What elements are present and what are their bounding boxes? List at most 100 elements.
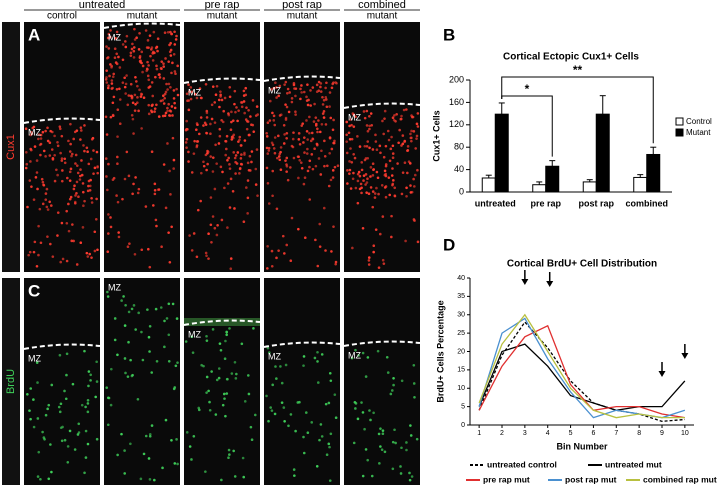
- cell: [195, 140, 199, 143]
- cell: [365, 109, 369, 113]
- cell: [35, 159, 39, 162]
- cell: [223, 186, 226, 190]
- cell: [148, 433, 152, 436]
- cell: [225, 333, 228, 337]
- cell: [167, 333, 171, 337]
- cell: [368, 146, 371, 150]
- cell: [148, 85, 152, 88]
- cell: [220, 118, 223, 122]
- cell: [55, 168, 58, 172]
- cell: [147, 103, 151, 107]
- cell: [409, 424, 412, 427]
- cell: [27, 253, 30, 257]
- x-axis-label: Bin Number: [556, 441, 608, 451]
- cell: [125, 34, 129, 38]
- cell: [173, 386, 177, 389]
- cell: [383, 173, 387, 177]
- significance-label: *: [525, 82, 530, 96]
- cell: [159, 306, 163, 309]
- cell: [292, 156, 296, 160]
- cell: [96, 165, 99, 168]
- cell: [45, 205, 49, 209]
- cell: [285, 136, 288, 140]
- cell: [87, 184, 90, 188]
- cell: [113, 56, 117, 60]
- cell: [166, 30, 170, 34]
- cell: [266, 346, 270, 350]
- cell: [240, 101, 244, 104]
- cell: [325, 98, 328, 101]
- cell: [90, 196, 93, 200]
- cell: [117, 231, 120, 234]
- y-tick-label: 0: [461, 422, 465, 429]
- cell: [118, 87, 121, 91]
- cell: [369, 418, 372, 422]
- cell: [142, 452, 146, 456]
- cell: [371, 205, 375, 209]
- cell: [166, 109, 169, 113]
- y-tick-label: 160: [449, 97, 464, 107]
- cell: [75, 263, 79, 266]
- cell: [396, 162, 399, 165]
- cell: [322, 98, 326, 102]
- cell: [51, 255, 55, 258]
- cell: [173, 43, 177, 46]
- cell: [412, 364, 416, 367]
- cell: [226, 226, 229, 229]
- cell: [59, 151, 62, 155]
- cell: [286, 87, 290, 91]
- cell: [386, 129, 390, 133]
- cell: [233, 156, 237, 160]
- cell: [105, 175, 108, 178]
- cell: [226, 182, 230, 185]
- data-line: [478, 321, 685, 422]
- cell: [285, 91, 289, 95]
- cell: [106, 188, 109, 192]
- cell: [140, 127, 143, 130]
- cell: [268, 119, 272, 122]
- cell: [379, 151, 382, 155]
- cell: [367, 256, 371, 259]
- cell: [306, 83, 309, 86]
- cell: [32, 425, 36, 429]
- legend-swatch: [675, 117, 684, 126]
- cell: [266, 121, 270, 125]
- cell: [77, 431, 81, 434]
- cell: [124, 45, 128, 49]
- cell: [185, 137, 189, 141]
- cell: [380, 184, 384, 187]
- cell: [369, 175, 372, 178]
- cell: [412, 130, 416, 133]
- cell: [231, 135, 235, 138]
- cell: [220, 218, 224, 222]
- cell: [169, 110, 173, 113]
- cell: [399, 465, 402, 468]
- cell: [403, 140, 406, 144]
- cell: [357, 170, 361, 174]
- cell: [319, 423, 323, 426]
- cell: [107, 232, 110, 235]
- cell: [352, 171, 355, 175]
- cell: [60, 159, 64, 162]
- cell: [351, 112, 355, 115]
- cell: [138, 88, 141, 92]
- cell: [195, 144, 199, 147]
- cell: [60, 157, 64, 160]
- cell: [56, 144, 60, 148]
- cell: [238, 172, 241, 175]
- cell: [195, 255, 199, 259]
- cell: [314, 164, 318, 168]
- cell: [275, 256, 278, 260]
- cell: [126, 245, 130, 248]
- cell: [205, 375, 209, 379]
- cell: [292, 131, 295, 134]
- cell: [155, 359, 159, 363]
- group-label: pre rap: [205, 0, 240, 11]
- cell: [39, 477, 42, 481]
- cell: [132, 132, 135, 135]
- cell: [125, 74, 128, 77]
- cell: [308, 115, 311, 119]
- cell: [137, 187, 141, 191]
- cell: [213, 121, 217, 124]
- cell: [150, 81, 154, 84]
